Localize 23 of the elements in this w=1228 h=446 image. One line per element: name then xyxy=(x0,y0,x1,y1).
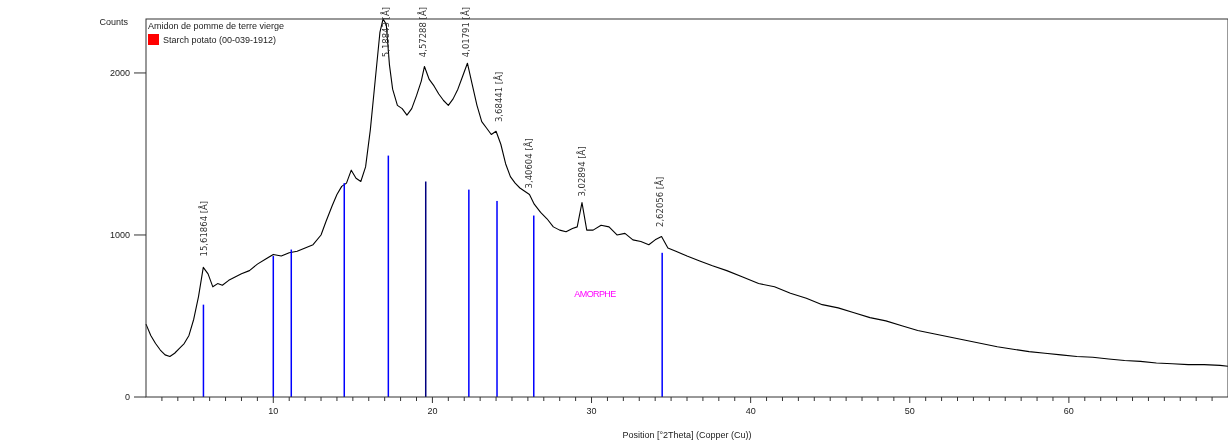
y-axis-title: Counts xyxy=(99,17,129,27)
text: Starch potato (00-039-1912) xyxy=(163,35,277,45)
annotation: 4,01791 [Å] xyxy=(459,6,471,58)
annotation: 4,57288 [Å] xyxy=(416,6,428,58)
annotation: 5,18843 [Å] xyxy=(380,6,392,58)
y-tick-label: 2000 xyxy=(109,68,130,79)
x-tick-label: 50 xyxy=(904,406,915,416)
x-tick-label: 10 xyxy=(268,406,279,416)
x-tick-label: 30 xyxy=(586,406,597,416)
annotation: AMORPHE xyxy=(574,288,617,299)
annotation: 3,40604 [Å] xyxy=(523,138,535,189)
line-series xyxy=(145,18,1228,367)
annotation: 2,62056 [Å] xyxy=(653,176,665,228)
x-tick-label: 60 xyxy=(1063,406,1074,416)
y-tick-label: 1000 xyxy=(109,230,130,241)
x-tick-label: 20 xyxy=(427,406,438,416)
legend-title: Amidon de pomme de terre vierge xyxy=(148,21,285,31)
x-tick-label: 40 xyxy=(745,406,756,416)
y-tick-label: 0 xyxy=(124,392,130,403)
annotation: 15,61864 [Å] xyxy=(198,200,210,257)
annotation: 3,68441 [Å] xyxy=(493,71,505,123)
x-axis-title: Position [°2Theta] (Copper (Cu)) xyxy=(622,430,752,440)
annotation: 3,02894 [Å] xyxy=(575,146,587,197)
